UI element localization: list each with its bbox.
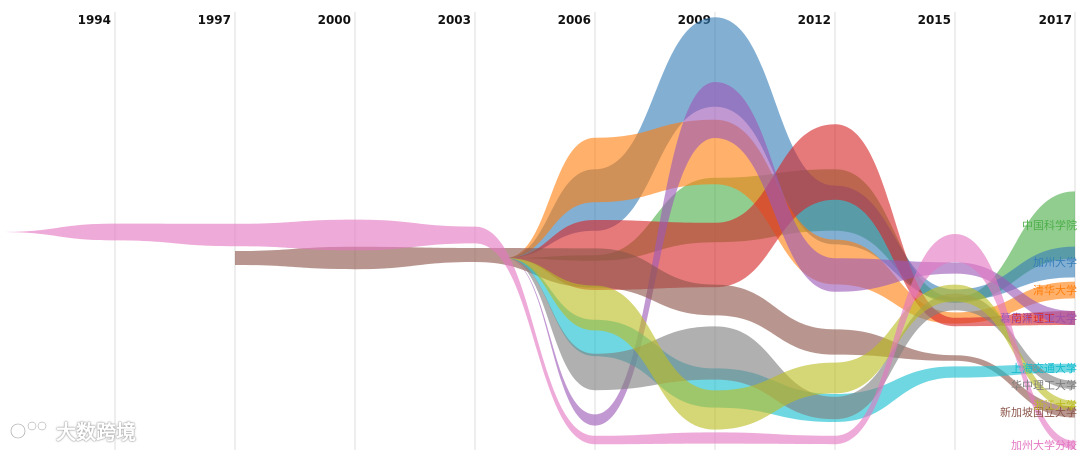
year-axis: 1994 1997 2000 2003 2006 2009 2012 2015 2017 xyxy=(78,13,1072,27)
brand-logo-icon xyxy=(10,420,48,439)
series-label: 新加坡国立大学 xyxy=(1000,405,1077,419)
stream-series xyxy=(0,219,1075,450)
series-label: 中国科学院 xyxy=(1022,218,1077,232)
series-label: 加州大学分校 xyxy=(1011,438,1077,450)
stream-series xyxy=(505,258,1075,420)
year-tick-label: 2000 xyxy=(318,13,351,27)
stream-series xyxy=(235,246,1075,418)
series-label: 华中理工大学 xyxy=(1011,378,1077,392)
year-tick-label: 2006 xyxy=(558,13,591,27)
year-tick-label: 2015 xyxy=(918,13,951,27)
series-label: 清华大学 xyxy=(1033,283,1077,297)
year-tick-label: 2003 xyxy=(438,13,471,27)
series-label: 上海交通大学 xyxy=(1011,361,1077,375)
series-label: 南洋理工大学 xyxy=(1011,311,1077,325)
series-label: 浙江大学 xyxy=(1033,398,1077,412)
year-tick-label: 2012 xyxy=(798,13,831,27)
year-tick-label: 2017 xyxy=(1039,13,1072,27)
year-tick-label: 1997 xyxy=(198,13,231,27)
watermark: 大数跨境 xyxy=(10,416,136,445)
streams xyxy=(0,17,1075,450)
year-tick-label: 1994 xyxy=(78,13,111,27)
series-label: 慕尼黑工业大学 xyxy=(1000,311,1077,325)
watermark-text: 大数跨境 xyxy=(56,420,136,444)
stream-series xyxy=(505,258,1075,430)
series-label: 加州大学 xyxy=(1033,255,1077,269)
